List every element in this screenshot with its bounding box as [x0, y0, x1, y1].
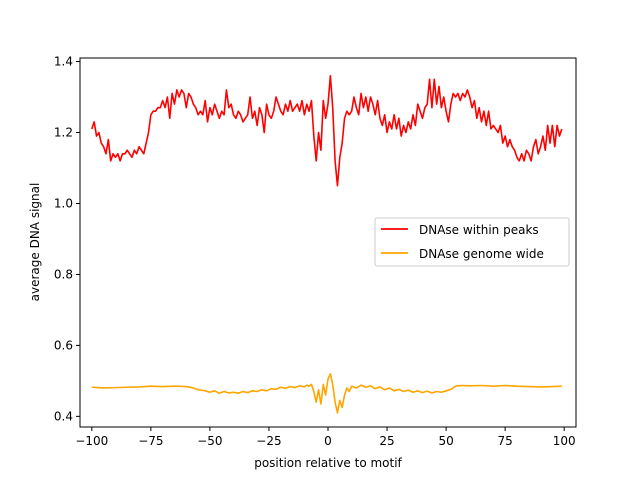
- x-tick-label: −75: [138, 434, 163, 448]
- y-tick-label: 1.0: [54, 196, 73, 210]
- series-line-within-peaks: [91, 74, 563, 187]
- x-axis: −100 −75 −50 −25 0 25 50 75 100: [75, 427, 576, 448]
- x-tick-label: −100: [75, 434, 108, 448]
- legend-label-within-peaks: DNAse within peaks: [419, 223, 539, 237]
- y-axis-label: average DNA signal: [28, 183, 42, 302]
- legend: DNAse within peaks DNAse genome wide: [374, 217, 570, 267]
- x-axis-label: position relative to motif: [254, 456, 402, 470]
- legend-label-genome-wide: DNAse genome wide: [419, 247, 544, 261]
- x-tick-label: 75: [498, 434, 513, 448]
- legend-box: [374, 217, 570, 267]
- x-tick-label: 50: [438, 434, 453, 448]
- x-tick-label: −25: [256, 434, 281, 448]
- x-tick-label: 25: [379, 434, 394, 448]
- x-tick-label: 100: [553, 434, 576, 448]
- y-tick-label: 0.4: [54, 409, 73, 423]
- series-layer: [91, 74, 563, 414]
- y-tick-label: 0.8: [54, 267, 73, 281]
- y-tick-label: 1.2: [54, 126, 73, 140]
- y-tick-label: 0.6: [54, 338, 73, 352]
- y-tick-label: 1.4: [54, 55, 73, 69]
- series-line-genome-wide: [91, 372, 562, 414]
- y-axis: 0.4 0.6 0.8 1.0 1.2 1.4: [54, 55, 80, 423]
- x-tick-label: −50: [197, 434, 222, 448]
- x-tick-label: 0: [324, 434, 332, 448]
